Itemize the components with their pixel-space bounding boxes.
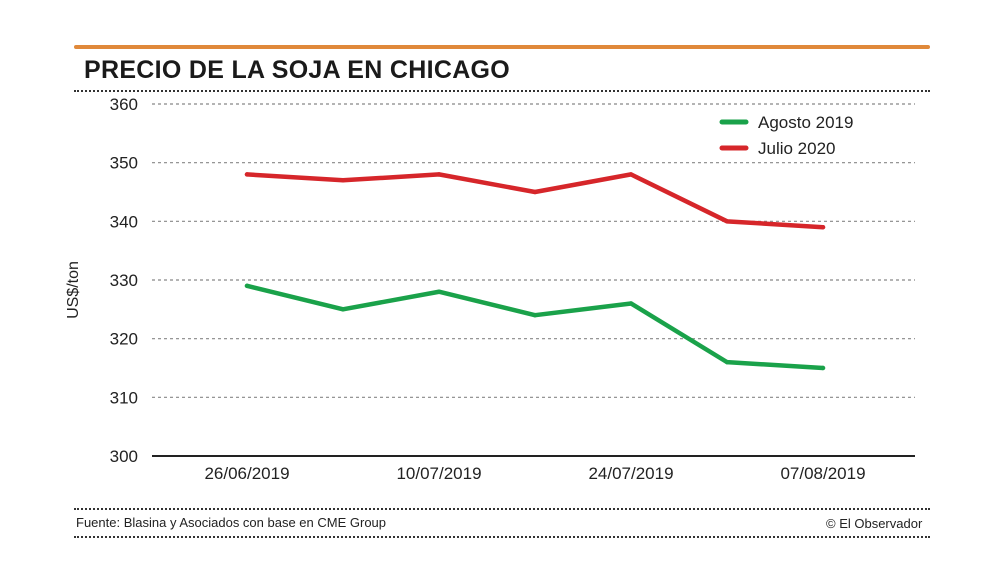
legend-label: Agosto 2019: [758, 113, 853, 132]
legend-label: Julio 2020: [758, 139, 836, 158]
data-point: [244, 172, 250, 177]
credit-note: © El Observador: [826, 516, 923, 531]
x-tick-label: 26/06/2019: [204, 464, 289, 483]
data-point: [244, 283, 250, 289]
data-point: [340, 307, 346, 312]
title-divider: [74, 90, 930, 92]
footer-divider-bottom: [74, 536, 930, 538]
y-axis-label: US$/ton: [65, 261, 82, 319]
x-tick-label: 24/07/2019: [588, 464, 673, 483]
data-point: [724, 359, 730, 365]
y-tick-label: 360: [110, 95, 138, 114]
series-line-agosto-2019: [244, 283, 826, 371]
data-point: [436, 289, 442, 294]
top-accent-rule: [74, 45, 930, 49]
x-tick-label: 10/07/2019: [396, 464, 481, 483]
y-tick-label: 320: [110, 330, 138, 349]
y-tick-label: 340: [110, 212, 138, 231]
data-point: [436, 172, 442, 177]
data-point: [724, 219, 730, 224]
y-tick-label: 310: [110, 388, 138, 407]
x-tick-label: 07/08/2019: [780, 464, 865, 483]
y-tick-label: 330: [110, 271, 138, 290]
y-tick-label: 350: [110, 154, 138, 173]
series-line-julio-2020: [244, 172, 826, 230]
data-point: [820, 225, 826, 230]
source-note: Fuente: Blasina y Asociados con base en …: [76, 515, 387, 530]
chart-title: PRECIO DE LA SOJA EN CHICAGO: [84, 56, 511, 84]
data-point: [820, 365, 826, 371]
data-point: [628, 301, 634, 306]
data-point: [628, 172, 634, 177]
data-point: [532, 313, 538, 318]
data-point: [340, 178, 346, 183]
data-point: [532, 189, 538, 195]
y-tick-label: 300: [110, 447, 138, 466]
footer-divider-top: [74, 508, 930, 510]
